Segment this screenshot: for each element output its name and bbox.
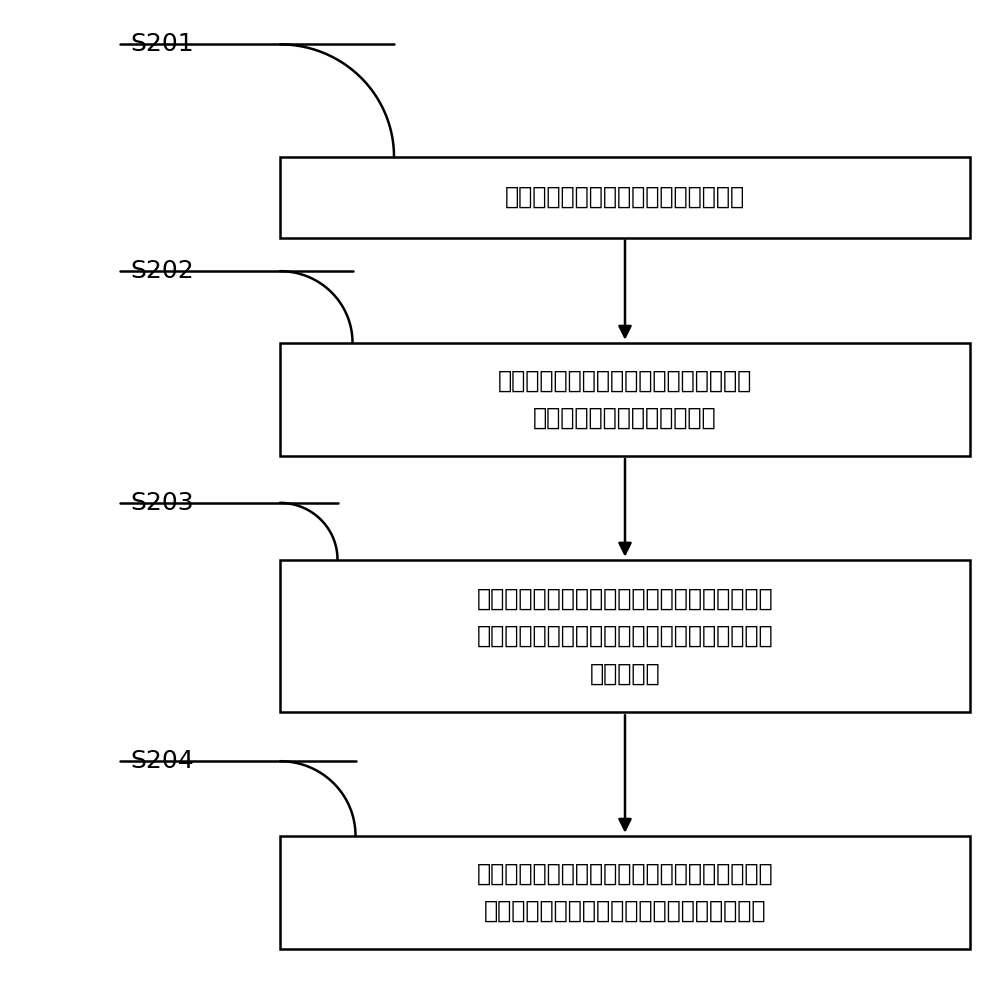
Bar [280, 836, 970, 949]
Text: S204: S204 [130, 749, 194, 773]
Text: 对第一面元数据体进行静校正和动校正: 对第一面元数据体进行静校正和动校正 [505, 185, 745, 209]
Text: S203: S203 [130, 491, 194, 515]
Text: S201: S201 [130, 33, 194, 56]
Text: 按照偏移距分布，将经静校正和动校正之: 按照偏移距分布，将经静校正和动校正之 [498, 369, 752, 392]
Text: 道之外的地震道对于目标位置空道的插值因子: 道之外的地震道对于目标位置空道的插值因子 [484, 899, 766, 923]
Text: 针对分组后的第一面元数据体的每一组，依据地: 针对分组后的第一面元数据体的每一组，依据地 [477, 587, 773, 610]
Bar [280, 157, 970, 238]
Text: 质目标体的横向分辨率确定缺失反射面元的空道: 质目标体的横向分辨率确定缺失反射面元的空道 [477, 624, 773, 648]
Text: 通过插值法计算统计范围内除缺失反射面元的空: 通过插值法计算统计范围内除缺失反射面元的空 [477, 862, 773, 885]
Bar [280, 560, 970, 712]
Text: 的统计范围: 的统计范围 [590, 662, 660, 685]
Bar [280, 343, 970, 456]
Text: 后的第一面元数据体进行分组: 后的第一面元数据体进行分组 [533, 406, 717, 430]
Text: S202: S202 [130, 259, 194, 283]
